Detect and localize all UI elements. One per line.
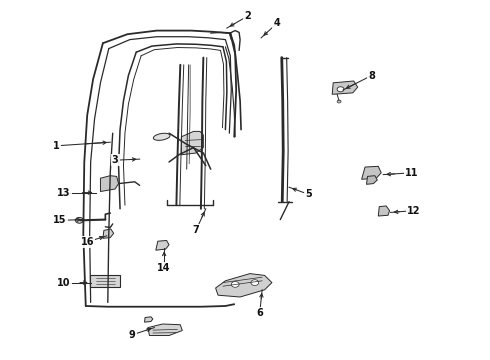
Text: 9: 9 xyxy=(129,330,136,340)
Text: 6: 6 xyxy=(256,308,263,318)
Text: 13: 13 xyxy=(57,188,71,198)
Polygon shape xyxy=(145,317,153,322)
Text: 4: 4 xyxy=(273,18,280,28)
Text: 11: 11 xyxy=(405,168,418,178)
Polygon shape xyxy=(367,176,377,184)
Circle shape xyxy=(231,282,239,287)
FancyBboxPatch shape xyxy=(90,275,120,287)
Text: 14: 14 xyxy=(157,263,171,273)
Text: 12: 12 xyxy=(407,206,421,216)
Text: 5: 5 xyxy=(305,189,312,199)
Text: 2: 2 xyxy=(244,11,251,21)
Text: 10: 10 xyxy=(57,278,71,288)
Text: 8: 8 xyxy=(368,71,375,81)
Polygon shape xyxy=(148,324,182,336)
Text: 7: 7 xyxy=(193,225,199,235)
Polygon shape xyxy=(378,206,390,216)
Circle shape xyxy=(337,100,341,103)
Text: 15: 15 xyxy=(53,215,67,225)
Text: 1: 1 xyxy=(53,141,60,151)
Text: 3: 3 xyxy=(112,155,119,165)
Polygon shape xyxy=(362,166,381,179)
Polygon shape xyxy=(332,81,358,94)
Polygon shape xyxy=(216,274,272,297)
Circle shape xyxy=(337,87,344,92)
Ellipse shape xyxy=(153,133,170,140)
Polygon shape xyxy=(103,229,114,238)
Polygon shape xyxy=(156,240,169,250)
Circle shape xyxy=(75,217,83,223)
Text: 16: 16 xyxy=(80,237,94,247)
Polygon shape xyxy=(100,176,119,192)
Polygon shape xyxy=(181,131,203,155)
Circle shape xyxy=(251,280,259,285)
